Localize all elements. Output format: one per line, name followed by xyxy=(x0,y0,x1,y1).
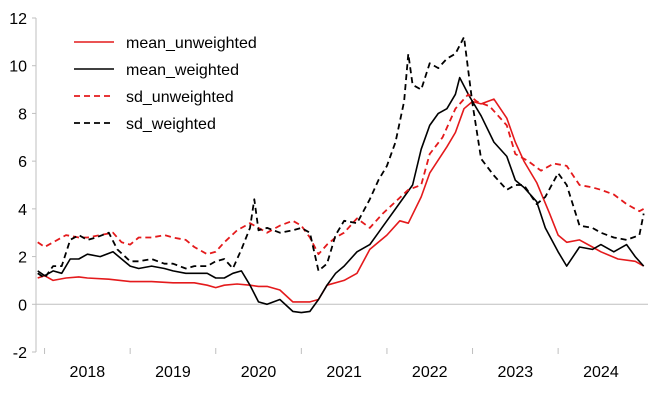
series-lines xyxy=(37,36,645,314)
y-tick-label: 4 xyxy=(18,202,27,219)
legend-label: sd_weighted xyxy=(126,116,216,133)
x-tick-label: 2022 xyxy=(412,364,448,381)
x-tick-label: 2023 xyxy=(498,364,534,381)
x-tick-label: 2024 xyxy=(583,364,619,381)
legend-label: mean_weighted xyxy=(126,62,239,79)
y-tick-label: 10 xyxy=(9,59,27,76)
legend: mean_unweighted mean_weighted sd_unweighte… xyxy=(74,35,257,133)
x-tick-label: 2021 xyxy=(326,364,362,381)
y-tick-label: 8 xyxy=(18,106,27,123)
series-line-sd-unweighted xyxy=(37,93,645,256)
x-tick-label: 2019 xyxy=(155,364,191,381)
axes: -2 0 2 4 6 8 10 12 2018 2019 2020 2021 2022 2023 2024 xyxy=(9,11,648,381)
legend-label: sd_unweighted xyxy=(126,89,234,106)
y-tick-label: -2 xyxy=(13,345,27,362)
y-tick-label: 0 xyxy=(18,297,27,314)
x-tick-label: 2018 xyxy=(70,364,106,381)
legend-label: mean_unweighted xyxy=(126,35,257,52)
series-line-mean-weighted xyxy=(37,76,645,314)
y-tick-label: 12 xyxy=(9,11,27,28)
y-tick-label: 2 xyxy=(18,250,27,267)
y-tick-label: 6 xyxy=(18,154,27,171)
series-line-sd-weighted xyxy=(37,36,645,279)
series-line-mean-unweighted xyxy=(37,98,645,303)
x-tick-label: 2020 xyxy=(241,364,277,381)
